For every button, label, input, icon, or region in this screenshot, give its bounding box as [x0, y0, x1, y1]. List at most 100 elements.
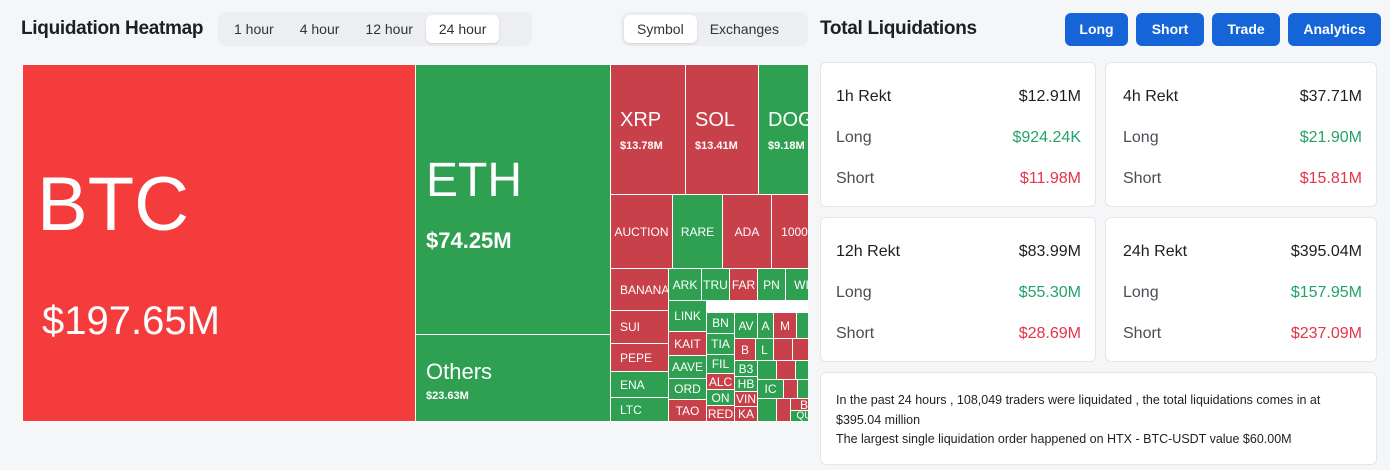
tile-symbol: FIL	[711, 357, 730, 371]
view-selector: Symbol Exchanges	[621, 12, 808, 46]
tile-symbol: XRP	[620, 109, 662, 131]
tile-unlabeled-3[interactable]	[757, 360, 777, 380]
card-label: 12h Rekt	[836, 243, 901, 260]
tile-tao[interactable]: TAO	[668, 399, 707, 422]
long-button[interactable]: Long	[1065, 13, 1128, 46]
tile-ord[interactable]: ORD	[668, 378, 707, 400]
tile-unlabeled-2[interactable]	[792, 338, 808, 361]
tile-1000[interactable]: 1000	[771, 194, 808, 269]
card-1h-rekt: 1h Rekt $12.91M Long $924.24K Short $11.98M	[820, 62, 1096, 207]
tab-exchanges[interactable]: Exchanges	[709, 21, 779, 37]
tile-b3[interactable]: B3	[734, 360, 758, 377]
short-label: Short	[1123, 170, 1162, 187]
tile-alc[interactable]: ALC	[706, 373, 735, 390]
tile-symbol: TRU	[703, 277, 728, 292]
short-label: Short	[1123, 325, 1162, 342]
tile-aave[interactable]: AAVE	[668, 355, 707, 379]
tile-l[interactable]: L	[755, 338, 774, 361]
tile-symbol: LINK	[674, 309, 701, 323]
tile-on[interactable]: ON	[706, 389, 735, 406]
tile-symbol: DOG	[768, 109, 808, 131]
card-24h-rekt: 24h Rekt $395.04M Long $157.95M Short $237.…	[1105, 217, 1377, 362]
tile-ka[interactable]: KA	[734, 406, 758, 422]
tile-b[interactable]: B	[734, 338, 756, 361]
tile-rare[interactable]: RARE	[672, 194, 723, 269]
tile-pn[interactable]: PN	[757, 268, 786, 301]
tile-a[interactable]: A	[757, 312, 774, 339]
liquidation-heatmap: BTC $197.65M ETH $74.25M Others $23.63M …	[22, 64, 808, 422]
tile-auction[interactable]: AUCTION	[610, 194, 673, 269]
tile-unlabeled-6[interactable]	[783, 379, 798, 399]
tile-symbol: SUI	[620, 320, 641, 334]
tile-m[interactable]: M	[773, 312, 797, 339]
tile-ark[interactable]: ARK	[668, 268, 702, 301]
tile-red[interactable]: RED	[706, 405, 735, 422]
tile-unlabeled-1[interactable]	[773, 338, 793, 361]
tile-unlabeled-9[interactable]	[776, 398, 791, 422]
long-value: $21.90M	[1299, 129, 1362, 146]
tile-symbol: M	[780, 318, 790, 333]
tile-unlabeled-7[interactable]	[797, 379, 808, 399]
tile-symbol: ADA	[734, 224, 760, 239]
tile-kait[interactable]: KAIT	[668, 331, 707, 356]
tile-others[interactable]: Others $23.63M	[415, 334, 611, 422]
tab-1-hour[interactable]: 1 hour	[234, 21, 274, 37]
tile-symbol: BN	[712, 316, 729, 330]
tile-av[interactable]: AV	[734, 312, 758, 339]
tile-far[interactable]: FAR	[729, 268, 758, 301]
tile-unlabeled-8[interactable]	[757, 398, 777, 422]
tile-btc[interactable]: BTC $197.65M	[22, 64, 416, 422]
tile-ena[interactable]: ENA	[610, 371, 669, 398]
long-label: Long	[1123, 129, 1159, 146]
card-label: 24h Rekt	[1123, 243, 1188, 260]
trade-button[interactable]: Trade	[1212, 13, 1280, 46]
tile-ltc[interactable]: LTC	[610, 397, 669, 422]
tile-sui[interactable]: SUI	[610, 310, 669, 344]
short-button[interactable]: Short	[1136, 13, 1204, 46]
tile-ada[interactable]: ADA	[722, 194, 772, 269]
tile-symbol: 1000	[781, 224, 808, 239]
tile-symbol: KA	[737, 407, 754, 421]
analytics-button[interactable]: Analytics	[1288, 13, 1381, 46]
tile-tru[interactable]: TRU	[701, 268, 730, 301]
tile-link[interactable]: LINK	[668, 300, 707, 332]
tile-symbol: VIN	[735, 392, 756, 406]
tile-sol[interactable]: SOL $13.41M	[685, 64, 759, 195]
tab-4-hour[interactable]: 4 hour	[299, 21, 340, 37]
tile-symbol: WI	[794, 277, 808, 292]
liquidation-summary: In the past 24 hours , 108,049 traders w…	[820, 372, 1377, 465]
tile-eth[interactable]: ETH $74.25M	[415, 64, 611, 336]
tab-symbol[interactable]: Symbol	[624, 15, 697, 43]
tile-unlabeled-5[interactable]	[795, 360, 808, 380]
tile-doge[interactable]: DOG $9.18M	[758, 64, 808, 195]
tile-unlabeled-4[interactable]	[776, 360, 796, 380]
short-label: Short	[836, 170, 875, 187]
tile-bn[interactable]: BN	[706, 312, 735, 334]
tile-wi[interactable]: WI	[785, 268, 808, 301]
long-value: $157.95M	[1290, 284, 1362, 301]
tile-fil[interactable]: FIL	[706, 354, 735, 374]
tile-symbol: AV	[738, 318, 754, 333]
tile-hb[interactable]: HB	[734, 376, 758, 392]
tile-symbol: ORD	[674, 382, 701, 396]
tile-ic[interactable]: IC	[757, 379, 784, 399]
tile-vin[interactable]: VIN	[734, 391, 758, 407]
tile-banana[interactable]: BANANA	[610, 268, 669, 311]
short-value: $237.09M	[1290, 325, 1362, 342]
tile-tia[interactable]: TIA	[706, 333, 735, 355]
time-range-selector: 1 hour 4 hour 12 hour 24 hour	[218, 12, 532, 46]
short-label: Short	[836, 325, 875, 342]
tile-symbol: AUCTION	[614, 224, 669, 239]
summary-line-1: In the past 24 hours , 108,049 traders w…	[836, 393, 1321, 427]
tile-m2[interactable]	[796, 312, 808, 339]
tile-value: $74.25M	[426, 228, 512, 253]
heatmap-title: Liquidation Heatmap	[21, 18, 204, 39]
tile-pepe[interactable]: PEPE	[610, 343, 669, 372]
tab-12-hour[interactable]: 12 hour	[365, 21, 413, 37]
tab-24-hour[interactable]: 24 hour	[425, 15, 500, 43]
tile-xrp[interactable]: XRP $13.78M	[610, 64, 686, 195]
tile-symbol: QU	[796, 410, 809, 422]
tile-qu[interactable]: QU	[790, 410, 808, 422]
tile-symbol: Others	[426, 359, 493, 384]
tile-symbol: FAR	[731, 277, 756, 292]
